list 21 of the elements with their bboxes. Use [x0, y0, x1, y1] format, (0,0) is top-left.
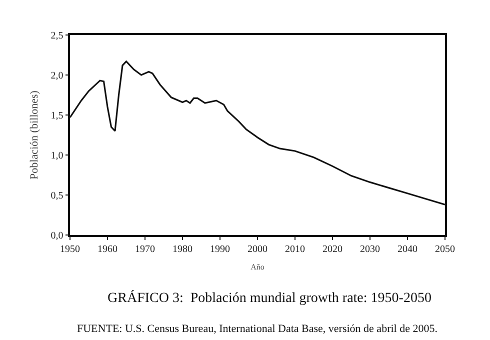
x-tick-label: 2010 [285, 244, 305, 255]
y-tick-label: 1,0 [50, 150, 64, 162]
y-tick-label: 0,5 [50, 190, 64, 202]
text: GRÁFICO 3: Población mundial growth rate: 1950-2050 [108, 289, 432, 306]
y-axis-title: Población (billones) [28, 90, 40, 180]
y-tick-label: 0,0 [50, 230, 64, 242]
y-tick-label: 1,5 [50, 110, 64, 122]
x-tick-label: 1980 [172, 244, 192, 255]
x-axis-title: Año [250, 262, 264, 272]
y-tick-label: 2,5 [50, 30, 64, 42]
x-tick-label: 2000 [248, 244, 268, 255]
x-tick-label: 1950 [60, 244, 80, 255]
x-tick-label: 2040 [398, 244, 418, 255]
x-tick-label: 1960 [98, 244, 118, 255]
source-note: FUENTE: U.S. Census Bureau, International Data Base, versión de abril de 2005. [77, 323, 438, 335]
x-tick-label: 1990 [210, 244, 230, 255]
x-tick-label: 2020 [322, 244, 342, 255]
x-tick-label: 2050 [435, 244, 455, 255]
y-tick-label: 2,0 [50, 70, 64, 82]
x-tick-label: 1970 [135, 244, 155, 255]
x-tick-label: 2030 [360, 244, 380, 255]
